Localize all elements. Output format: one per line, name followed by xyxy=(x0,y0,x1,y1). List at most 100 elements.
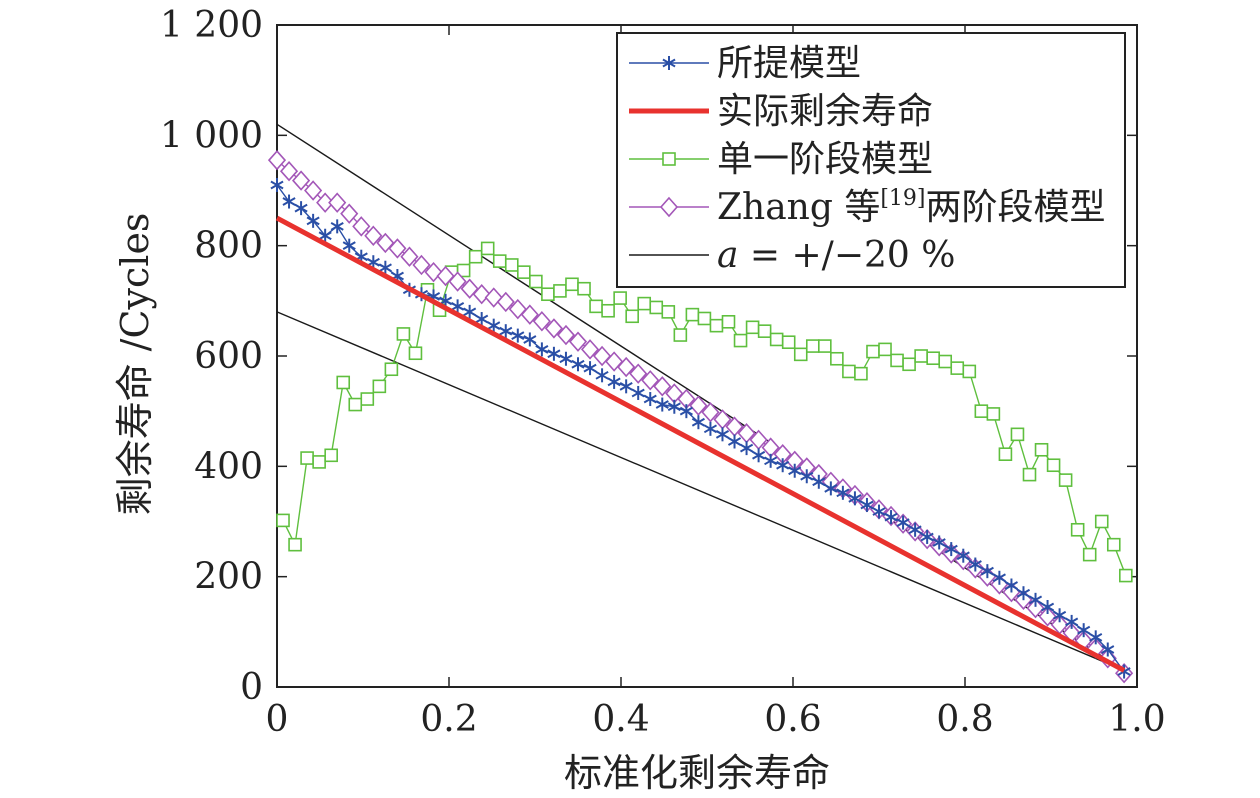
star-stroke xyxy=(752,450,766,460)
star-stroke xyxy=(932,538,946,547)
diamond-marker xyxy=(617,356,636,378)
star-marker xyxy=(1089,630,1103,645)
square-marker xyxy=(673,328,688,342)
star-marker xyxy=(499,324,513,339)
x-tick-label: 0.2 xyxy=(420,699,477,740)
square-marker xyxy=(805,339,820,353)
square-marker xyxy=(1022,467,1037,482)
diamond-marker xyxy=(641,370,660,391)
legend-label-text: = +/−20 % xyxy=(738,235,955,276)
star-stroke xyxy=(662,58,676,68)
star-stroke xyxy=(1016,588,1031,598)
star-stroke xyxy=(535,345,549,354)
star-marker xyxy=(523,332,537,347)
diamond-marker xyxy=(653,376,672,397)
diamond-marker xyxy=(292,170,311,191)
square-marker xyxy=(998,447,1013,461)
square-marker xyxy=(733,333,748,348)
diamond-marker xyxy=(412,254,431,276)
star-marker xyxy=(571,357,585,372)
star-marker xyxy=(1053,608,1067,623)
square-marker xyxy=(348,397,363,412)
legend-label-citation: [19] xyxy=(880,186,925,211)
star-stroke xyxy=(715,429,730,439)
star-marker xyxy=(559,351,573,366)
square-marker xyxy=(565,277,579,292)
star-stroke xyxy=(451,301,465,311)
square-marker xyxy=(866,344,880,359)
star-stroke xyxy=(1101,645,1115,654)
square-marker xyxy=(793,347,808,362)
legend-label-single: 单一阶段模型 xyxy=(717,139,933,180)
square-marker xyxy=(721,314,736,329)
x-tick-label: 0.8 xyxy=(936,699,993,740)
square-marker xyxy=(396,327,411,341)
diamond-marker xyxy=(629,363,648,384)
square-marker xyxy=(408,346,423,361)
star-marker xyxy=(860,497,874,512)
square-marker xyxy=(685,307,700,322)
square-marker xyxy=(456,263,471,278)
square-marker xyxy=(613,291,627,305)
star-stroke xyxy=(980,566,994,576)
square-marker xyxy=(625,309,639,324)
y-axis-title: 剩余寿命 /Cycles xyxy=(113,213,157,516)
star-stroke xyxy=(1053,610,1067,620)
star-marker xyxy=(667,399,681,414)
star-marker xyxy=(475,312,489,327)
diamond-marker xyxy=(544,318,563,339)
star-marker xyxy=(848,491,862,506)
star-stroke xyxy=(306,216,320,226)
y-tick-label: 400 xyxy=(194,446,263,487)
diamond-marker xyxy=(520,304,539,325)
star-marker xyxy=(679,404,693,419)
star-stroke xyxy=(872,507,886,516)
square-marker xyxy=(384,362,399,377)
square-marker xyxy=(360,392,375,406)
square-marker xyxy=(1058,473,1073,487)
diamond-marker xyxy=(1038,606,1057,627)
star-marker xyxy=(282,194,296,209)
square-marker xyxy=(529,274,543,289)
x-tick-label: 1.0 xyxy=(1108,699,1165,740)
legend-label-text: 所提模型 xyxy=(717,43,861,84)
square-marker xyxy=(300,451,314,465)
diamond-marker xyxy=(352,216,371,237)
y-tick-label: 200 xyxy=(194,557,263,598)
star-stroke xyxy=(679,406,693,416)
diamond-marker xyxy=(340,203,359,224)
square-marker xyxy=(697,311,712,326)
star-marker xyxy=(451,299,465,314)
star-marker xyxy=(535,342,549,357)
square-marker xyxy=(517,265,531,279)
legend-label-actual: 实际剩余寿命 xyxy=(717,91,933,132)
legend-label-proposed: 所提模型 xyxy=(717,43,861,84)
star-stroke xyxy=(559,354,573,364)
star-stroke xyxy=(800,471,814,481)
diamond-marker xyxy=(388,238,407,259)
legend-label-suffix: 两阶段模型 xyxy=(926,187,1106,228)
diamond-marker xyxy=(532,311,551,332)
square-marker xyxy=(589,299,603,314)
star-marker xyxy=(1101,642,1115,657)
star-stroke xyxy=(824,484,838,493)
star-stroke xyxy=(944,544,958,554)
star-marker xyxy=(583,361,597,376)
star-stroke xyxy=(631,388,645,398)
diamond-marker xyxy=(556,324,576,346)
star-stroke xyxy=(1004,581,1019,590)
star-marker xyxy=(643,392,657,407)
star-stroke xyxy=(968,560,982,569)
star-marker xyxy=(1077,623,1091,638)
diamond-marker xyxy=(1026,597,1045,619)
star-marker xyxy=(824,481,838,496)
square-marker xyxy=(962,364,977,379)
star-marker xyxy=(739,441,754,456)
diamond-marker xyxy=(701,402,720,423)
star-marker xyxy=(800,469,814,484)
star-stroke xyxy=(655,400,669,409)
x-axis-title: 标准化剩余寿命 xyxy=(564,751,830,793)
star-stroke xyxy=(378,263,392,273)
square-marker xyxy=(914,349,928,363)
